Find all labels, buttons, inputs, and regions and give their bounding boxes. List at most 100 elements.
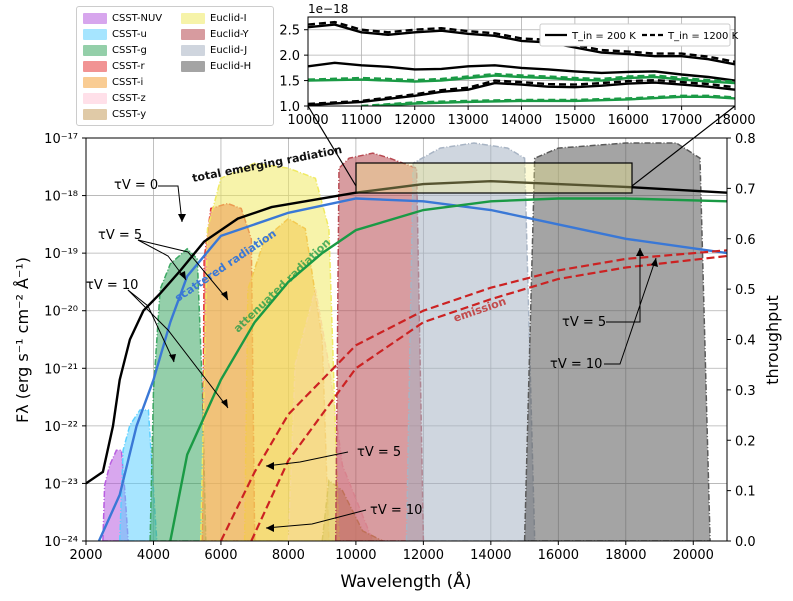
legend-item-euclid-h: Euclid-H xyxy=(181,60,251,73)
inset-curves xyxy=(308,20,735,106)
inset-scale-label: 1e−18 xyxy=(308,2,348,16)
zoom-region xyxy=(355,162,633,194)
inset-x-tick-label: 10000 xyxy=(287,113,328,128)
inset-curve-green-mid-dashed xyxy=(308,72,735,83)
legend-label: CSST-r xyxy=(112,61,145,72)
right-tick-label: 0.6 xyxy=(735,233,756,248)
y-tick-label: 10⁻¹⁹ xyxy=(44,247,78,262)
legend-item-euclid-y: Euclid-Y xyxy=(181,28,249,41)
curve-emission-v-10 xyxy=(250,254,727,541)
legend-label: CSST-i xyxy=(112,77,144,88)
inset-x-tick-label: 15000 xyxy=(554,113,595,128)
zoom-connector xyxy=(307,105,736,194)
right-tick-label: 0.7 xyxy=(735,182,756,197)
legend-swatch xyxy=(83,28,107,40)
x-axis-label: Wavelength (Å) xyxy=(340,570,471,592)
inset-curve-green-low-dashed xyxy=(361,94,735,106)
x-tick-label: 8000 xyxy=(272,548,305,563)
inset-x-tick-label: 11000 xyxy=(341,113,382,128)
legend-item-csst-z: CSST-z xyxy=(83,92,146,105)
legend-item-csst-nuv: CSST-NUV xyxy=(83,12,162,25)
y-tick-label: 10⁻²⁴ xyxy=(44,535,78,550)
y-tick-label: 10⁻²⁰ xyxy=(44,305,78,320)
inset-y-tick-label: 1.0 xyxy=(279,100,300,115)
inset-x-ticks: 10000 11000 12000 13000 14000 15000 16000 17000… xyxy=(287,106,756,128)
legend-item-euclid-j: Euclid-J xyxy=(181,44,247,57)
legend-swatch xyxy=(181,28,205,40)
inset-x-tick-label: 13000 xyxy=(447,113,488,128)
main-y-ticks: 10⁻²⁴ 10⁻²³ 10⁻²² 10⁻²¹ 10⁻²⁰ 10⁻¹⁹ 10⁻¹⁸ 10⁻¹⁷ xyxy=(44,132,86,550)
tau10-left-label: τV = 10 xyxy=(86,278,138,293)
legend-label: Euclid-Y xyxy=(210,29,249,40)
inset-curve-green-mid-solid xyxy=(308,74,735,85)
legend-swatch xyxy=(83,44,107,56)
legend-swatch xyxy=(83,92,107,104)
x-tick-label: 14000 xyxy=(470,548,511,563)
inset-y-tick-label: 1.5 xyxy=(279,75,300,90)
y-tick-label: 10⁻²² xyxy=(44,420,78,435)
y-axis-label-left: Fλ (erg s⁻¹ cm⁻² Å⁻¹) xyxy=(13,257,32,423)
legend-label: CSST-y xyxy=(112,109,147,120)
tau5-left-label: τV = 5 xyxy=(98,228,142,243)
right-tick-label: 0.8 xyxy=(735,132,756,147)
inset-y-ticks: 1.0 1.5 2.0 2.5 xyxy=(279,24,308,115)
annotation-arrows xyxy=(127,185,657,529)
tau0-label: τV = 0 xyxy=(114,178,158,193)
y-tick-label: 10⁻¹⁸ xyxy=(44,190,78,205)
right-tick-label: 0.2 xyxy=(735,434,756,449)
legend-item-csst-i: CSST-i xyxy=(83,76,143,89)
curve-emission-v-5 xyxy=(219,249,727,541)
y-tick-label: 10⁻²³ xyxy=(44,477,78,492)
x-tick-label: 12000 xyxy=(403,548,444,563)
inset-curve-top-black-dashed xyxy=(308,20,735,63)
filter-band-euclid-h xyxy=(523,142,711,541)
x-tick-label: 16000 xyxy=(538,548,579,563)
curve-total-emerging-radiation xyxy=(86,179,727,485)
legend-swatch xyxy=(181,60,205,72)
inset-legend-dashed-label: T_in = 1200 K xyxy=(667,31,739,42)
legend-item-csst-g: CSST-g xyxy=(83,44,147,57)
legend-label: Euclid-J xyxy=(210,45,248,56)
filter-band-csst-g xyxy=(149,247,207,541)
right-tick-label: 0.3 xyxy=(735,384,756,399)
tau10-right-label: τV = 10 xyxy=(550,357,602,372)
legend-label: CSST-NUV xyxy=(112,13,163,24)
right-tick-label: 0.1 xyxy=(735,485,756,500)
legend-label: CSST-g xyxy=(112,45,147,56)
inset-curve-low-black-dashed xyxy=(308,78,735,106)
y-tick-label: 10⁻¹⁷ xyxy=(44,132,78,147)
inset-x-tick-label: 12000 xyxy=(394,113,435,128)
filter-band-euclid-y xyxy=(334,152,425,541)
inset-y-tick-label: 2.5 xyxy=(279,24,300,39)
legend-label: CSST-z xyxy=(112,93,146,104)
legend-item-csst-r: CSST-r xyxy=(83,60,145,73)
sed-curves xyxy=(86,179,727,541)
legend-item-euclid-i: Euclid-I xyxy=(181,12,247,25)
filter-legend: CSST-NUV CSST-u CSST-g CSST-r CSST-i CSS… xyxy=(76,6,274,126)
inset-legend-solid-label: T_in = 200 K xyxy=(571,31,636,42)
filter-bands xyxy=(102,142,711,541)
annotation-arrowheads xyxy=(169,214,658,532)
legend-swatch xyxy=(181,12,205,24)
y-tick-label: 10⁻²¹ xyxy=(44,362,78,377)
legend-item-csst-u: CSST-u xyxy=(83,28,147,41)
legend-label: CSST-u xyxy=(112,29,147,40)
x-tick-label: 6000 xyxy=(204,548,237,563)
legend-swatch xyxy=(181,44,205,56)
filter-band-euclid-i xyxy=(199,162,340,541)
x-tick-label: 10000 xyxy=(335,548,376,563)
main-x-ticks: 2000 4000 6000 8000 10000 12000 14000 16000 1800… xyxy=(69,541,714,563)
tau5-right-label: τV = 5 xyxy=(562,315,606,330)
tau5-mid-label: τV = 5 xyxy=(357,445,401,460)
y-axis-label-right: throughput xyxy=(763,295,782,384)
x-tick-label: 18000 xyxy=(605,548,646,563)
inset-x-tick-label: 14000 xyxy=(501,113,542,128)
legend-item-csst-y: CSST-y xyxy=(83,108,146,121)
x-tick-label: 4000 xyxy=(137,548,170,563)
right-tick-label: 0.5 xyxy=(735,283,756,298)
main-right-ticks: 0.0 0.1 0.2 0.3 0.4 0.5 0.6 0.7 0.8 xyxy=(727,132,756,550)
legend-swatch xyxy=(83,12,107,24)
curve-scattered-radiation xyxy=(97,197,727,541)
inset-x-tick-label: 17000 xyxy=(661,113,702,128)
